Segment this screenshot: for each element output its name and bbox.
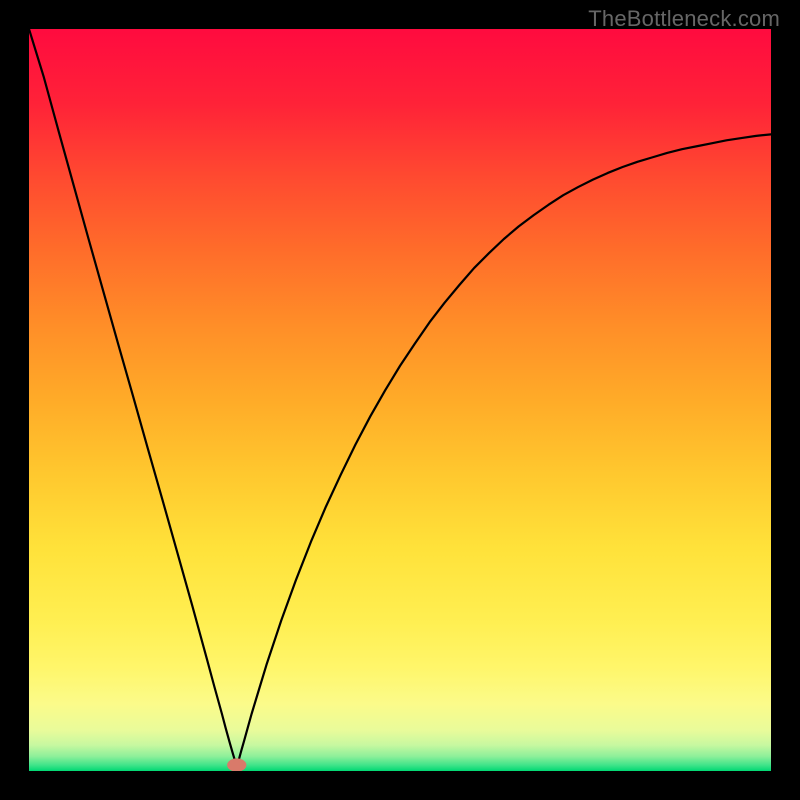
bottleneck-curve-svg — [29, 29, 771, 771]
chart-container: TheBottleneck.com — [0, 0, 800, 800]
gradient-background — [29, 29, 771, 771]
watermark-text: TheBottleneck.com — [588, 6, 780, 32]
plot-area — [29, 29, 771, 771]
